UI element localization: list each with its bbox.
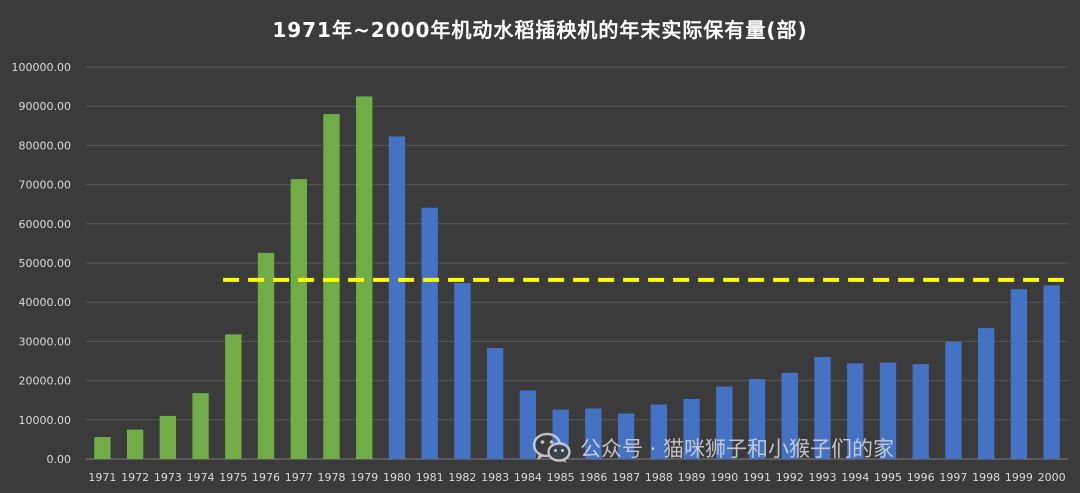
y-tick-label: 80000.00 [19, 139, 72, 152]
bar [454, 282, 471, 459]
bar [814, 357, 831, 459]
x-tick-label: 1985 [547, 471, 575, 484]
bar [486, 348, 504, 459]
x-tick-label: 1993 [809, 471, 837, 484]
watermark: 公众号 · 猫咪狮子和小猴子们的家 [532, 431, 894, 465]
bar [879, 362, 897, 459]
y-tick-label: 40000.00 [19, 296, 72, 309]
y-tick-label: 100000.00 [12, 61, 72, 74]
bar [225, 334, 242, 459]
x-tick-label: 1996 [907, 471, 935, 484]
bar [356, 96, 373, 460]
x-tick-label: 1983 [481, 471, 509, 484]
x-tick-label: 1971 [88, 471, 116, 484]
x-tick-label: 1981 [416, 471, 444, 484]
bar [912, 364, 929, 459]
x-tick-label: 1984 [514, 471, 542, 484]
x-tick-label: 1995 [874, 471, 902, 484]
bar [683, 399, 700, 459]
bar [290, 179, 307, 459]
bar [748, 379, 766, 459]
y-tick-label: 90000.00 [19, 100, 72, 113]
y-tick-label: 50000.00 [19, 257, 72, 270]
x-tick-label: 1976 [252, 471, 280, 484]
x-tick-label: 1990 [710, 471, 738, 484]
y-tick-label: 60000.00 [19, 218, 72, 231]
wechat-icon [532, 432, 571, 463]
bar [1010, 289, 1028, 459]
x-tick-label: 1975 [219, 471, 247, 484]
bar [257, 252, 275, 459]
x-tick-label: 1980 [383, 471, 411, 484]
bar [323, 114, 340, 459]
x-tick-label: 1973 [154, 471, 182, 484]
x-tick-label: 1988 [645, 471, 673, 484]
bar [126, 429, 144, 459]
x-tick-label: 1974 [187, 471, 215, 484]
bar [847, 363, 864, 459]
y-tick-label: 10000.00 [19, 414, 72, 427]
bar [781, 372, 798, 459]
x-tick-label: 2000 [1038, 471, 1066, 484]
x-tick-label: 1999 [1005, 471, 1033, 484]
y-tick-label: 20000.00 [19, 375, 72, 388]
x-tick-label: 1998 [972, 471, 1000, 484]
bar [421, 207, 438, 459]
x-tick-label: 1986 [579, 471, 607, 484]
y-tick-label: 30000.00 [19, 335, 72, 348]
bar [94, 437, 111, 459]
x-tick-label: 1997 [939, 471, 967, 484]
bar [192, 393, 209, 459]
bar [977, 328, 995, 459]
x-tick-label: 1978 [318, 471, 346, 484]
x-tick-label: 1987 [612, 471, 640, 484]
bar [716, 386, 733, 459]
x-tick-label: 1982 [448, 471, 476, 484]
x-tick-label: 1972 [121, 471, 149, 484]
x-tick-label: 1989 [678, 471, 706, 484]
y-tick-label: 0.00 [47, 453, 72, 466]
watermark-text: 公众号 · 猫咪狮子和小猴子们的家 [580, 437, 895, 461]
y-tick-label: 70000.00 [19, 179, 72, 192]
bar [650, 404, 668, 459]
x-tick-label: 1992 [776, 471, 804, 484]
bar [585, 408, 602, 459]
bar [945, 341, 962, 459]
x-tick-label: 1994 [841, 471, 869, 484]
bar [388, 136, 406, 459]
chart-title: 1971年~2000年机动水稻插秧机的年末实际保有量(部) [272, 18, 808, 42]
x-tick-label: 1977 [285, 471, 313, 484]
bar [159, 415, 177, 459]
x-tick-label: 1979 [350, 471, 378, 484]
bar [617, 413, 635, 459]
bar [1043, 285, 1060, 459]
bar [519, 390, 537, 459]
x-tick-label: 1991 [743, 471, 771, 484]
